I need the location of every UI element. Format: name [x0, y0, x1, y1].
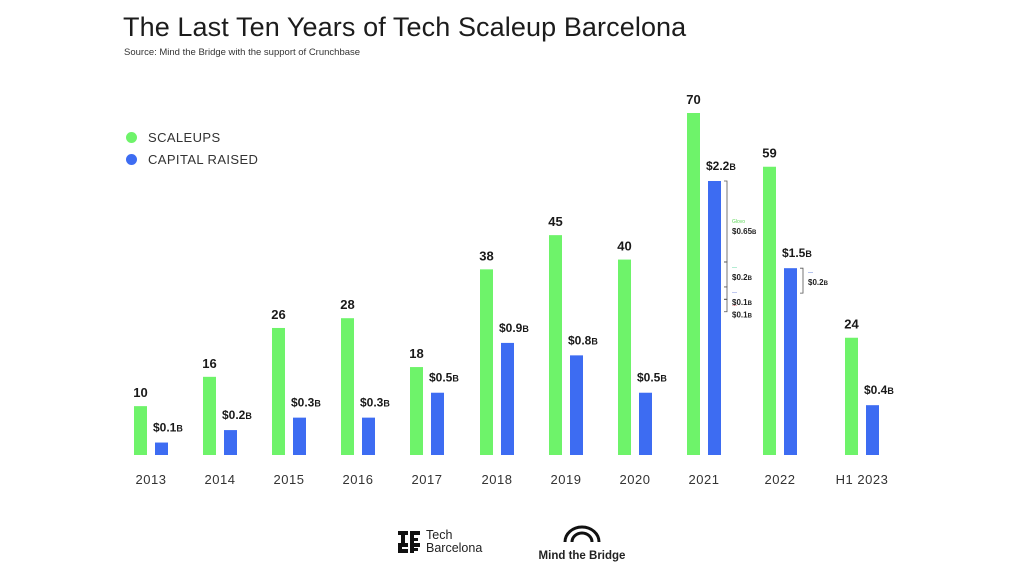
bracket-2021-0 — [724, 180, 728, 263]
bar-scaleups-2016 — [341, 318, 354, 455]
annotation-company-2021-3: — — [732, 302, 737, 308]
x-tick-2022: 2022 — [765, 472, 796, 487]
bar-scaleups-2018 — [480, 269, 493, 455]
tech-barcelona-logo: Tech Barcelona — [398, 529, 482, 555]
label-capital-2016: $0.3B — [360, 396, 390, 410]
bar-capital-2018 — [501, 342, 514, 455]
annotation-value-2021-0: $0.65B — [732, 227, 757, 236]
chart-title: The Last Ten Years of Tech Scaleup Barce… — [123, 12, 687, 42]
bar-scaleups-2017 — [410, 367, 423, 455]
tech-barcelona-text-2: Barcelona — [426, 541, 483, 555]
label-scaleups-2018: 38 — [479, 248, 493, 263]
label-capital-2017: $0.5B — [429, 371, 459, 385]
bar-capital-2022 — [784, 268, 797, 455]
bar-scaleups-2019 — [549, 235, 562, 455]
label-capital-2018: $0.9B — [499, 321, 529, 335]
legend-swatch-scaleups — [126, 131, 137, 143]
x-tick-2020: 2020 — [620, 472, 651, 487]
bar-scaleups-2015 — [272, 327, 285, 455]
bridge-arch-icon — [563, 525, 601, 543]
annotation-value-2022-0: $0.2B — [808, 278, 829, 287]
legend-item-capital: CAPITAL RAISED — [126, 148, 258, 170]
bar-capital-2020 — [639, 392, 652, 455]
bar-scaleups-2021 — [687, 113, 700, 455]
annotation-company-2021-2: — — [732, 290, 737, 296]
annotation-company-2022-0: — — [808, 270, 813, 276]
annotation-value-2021-1: $0.2B — [732, 273, 753, 282]
bar-scaleups-2013 — [134, 406, 147, 455]
label-scaleups-2013: 10 — [133, 385, 147, 400]
annotation-value-2021-2: $0.1B — [732, 298, 753, 307]
mind-the-bridge-logo: Mind the Bridge — [537, 525, 627, 562]
legend-item-scaleups: SCALEUPS — [126, 126, 258, 148]
label-scaleups-H1-2023: 24 — [844, 317, 859, 332]
bar-capital-H1-2023 — [866, 405, 879, 455]
label-scaleups-2020: 40 — [617, 239, 631, 254]
annotation-value-2021-3: $0.1B — [732, 310, 753, 319]
label-capital-2013: $0.1B — [153, 421, 183, 435]
label-scaleups-2015: 26 — [271, 307, 285, 322]
label-capital-2019: $0.8B — [568, 333, 598, 347]
annotation-company-2021-0: Glovo — [732, 219, 745, 225]
x-tick-2014: 2014 — [205, 472, 236, 487]
x-tick-2015: 2015 — [274, 472, 305, 487]
x-tick-2021: 2021 — [689, 472, 720, 487]
legend: SCALEUPS CAPITAL RAISED — [126, 126, 258, 170]
bar-capital-2014 — [224, 430, 237, 455]
annotation-company-2021-1: — — [732, 265, 737, 271]
label-scaleups-2021: 70 — [686, 92, 700, 107]
bracket-2021-2 — [724, 286, 728, 300]
tech-barcelona-text-1: Tech — [426, 528, 453, 542]
bar-capital-2021 — [708, 181, 721, 455]
x-tick-2013: 2013 — [136, 472, 167, 487]
bracket-2021-1 — [724, 261, 728, 288]
tech-barcelona-mark-icon — [398, 531, 420, 553]
bar-capital-2013 — [155, 442, 168, 455]
legend-label-capital: CAPITAL RAISED — [148, 151, 259, 167]
bar-capital-2017 — [431, 392, 444, 455]
label-capital-H1-2023: $0.4B — [864, 383, 894, 397]
bar-capital-2016 — [362, 417, 375, 455]
bracket-2021-3 — [724, 298, 728, 313]
mind-the-bridge-text: Mind the Bridge — [538, 550, 626, 562]
label-capital-2021: $2.2B — [706, 159, 736, 173]
bar-capital-2019 — [570, 355, 583, 455]
x-tick-2016: 2016 — [343, 472, 374, 487]
x-tick-2018: 2018 — [482, 472, 513, 487]
x-tick-H1-2023: H1 2023 — [836, 472, 889, 487]
bar-capital-2015 — [293, 417, 306, 455]
label-scaleups-2022: 59 — [762, 146, 776, 161]
label-scaleups-2019: 45 — [548, 214, 562, 229]
label-capital-2014: $0.2B — [222, 408, 252, 422]
label-capital-2022: $1.5B — [782, 246, 812, 260]
footer-logos: Tech Barcelona Mind the Bridge — [0, 525, 1024, 570]
legend-swatch-capital — [126, 153, 137, 165]
label-capital-2020: $0.5B — [637, 371, 667, 385]
label-scaleups-2016: 28 — [340, 297, 354, 312]
x-tick-2019: 2019 — [551, 472, 582, 487]
bar-scaleups-2014 — [203, 376, 216, 455]
bar-scaleups-2020 — [618, 259, 631, 455]
bar-scaleups-2022 — [763, 166, 776, 455]
bar-scaleups-H1-2023 — [845, 337, 858, 455]
label-capital-2015: $0.3B — [291, 396, 321, 410]
legend-label-scaleups: SCALEUPS — [148, 129, 221, 145]
label-scaleups-2014: 16 — [202, 356, 216, 371]
label-scaleups-2017: 18 — [409, 346, 423, 361]
bracket-2022-0 — [800, 267, 804, 294]
chart-subtitle: Source: Mind the Bridge with the support… — [124, 47, 361, 58]
x-tick-2017: 2017 — [412, 472, 443, 487]
